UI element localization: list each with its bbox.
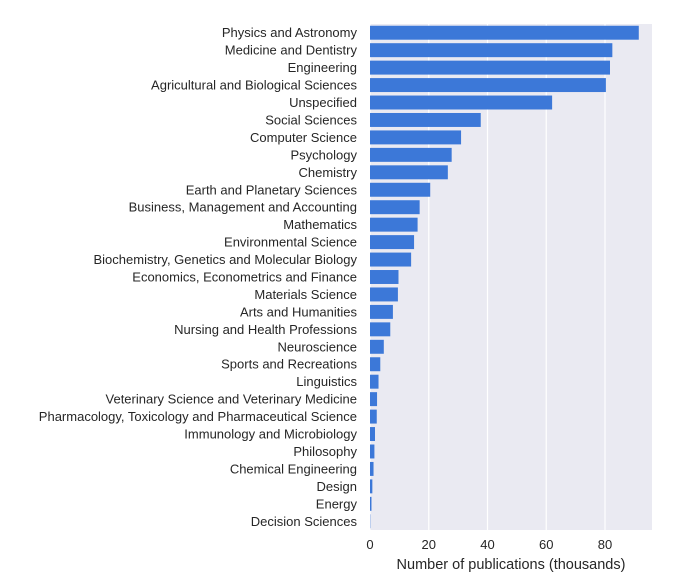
bar bbox=[370, 322, 391, 337]
bar bbox=[370, 60, 610, 75]
x-tick-label: 0 bbox=[366, 537, 373, 552]
bar bbox=[370, 304, 393, 319]
category-label: Medicine and Dentistry bbox=[225, 43, 358, 58]
bar bbox=[370, 339, 384, 354]
bar bbox=[370, 235, 415, 250]
bar bbox=[370, 479, 373, 494]
category-label: Business, Management and Accounting bbox=[129, 200, 357, 215]
category-label: Biochemistry, Genetics and Molecular Bio… bbox=[94, 252, 358, 267]
category-label: Pharmacology, Toxicology and Pharmaceuti… bbox=[39, 409, 357, 424]
category-label: Psychology bbox=[291, 147, 358, 162]
x-tick-labels: 0 20 40 60 80 bbox=[366, 537, 612, 552]
category-label: Materials Science bbox=[254, 287, 357, 302]
bar bbox=[370, 496, 372, 511]
bar bbox=[370, 165, 448, 180]
category-labels: Physics and Astronomy Medicine and Dentis… bbox=[39, 25, 358, 529]
bar bbox=[370, 200, 420, 215]
category-label: Computer Science bbox=[250, 130, 357, 145]
category-label: Philosophy bbox=[293, 444, 357, 459]
x-tick-label: 60 bbox=[539, 537, 553, 552]
category-label: Unspecified bbox=[289, 95, 357, 110]
bar bbox=[370, 392, 378, 407]
category-label: Sports and Recreations bbox=[221, 357, 357, 372]
category-label: Veterinary Science and Veterinary Medici… bbox=[106, 392, 357, 407]
bar bbox=[370, 112, 481, 127]
x-tick-label: 20 bbox=[422, 537, 436, 552]
x-axis-title: Number of publications (thousands) bbox=[397, 557, 626, 573]
bar bbox=[370, 217, 418, 232]
category-label: Economics, Econometrics and Finance bbox=[132, 270, 357, 285]
category-label: Mathematics bbox=[283, 217, 357, 232]
category-label: Linguistics bbox=[296, 374, 357, 389]
bar bbox=[370, 409, 377, 424]
category-label: Chemical Engineering bbox=[230, 461, 357, 476]
bar bbox=[370, 25, 639, 40]
category-label: Physics and Astronomy bbox=[222, 25, 358, 40]
category-label: Chemistry bbox=[298, 165, 357, 180]
bar bbox=[370, 357, 381, 372]
bar bbox=[370, 252, 412, 267]
category-label: Engineering bbox=[288, 60, 357, 75]
bar bbox=[370, 444, 375, 459]
category-label: Decision Sciences bbox=[251, 514, 358, 529]
x-tick-label: 80 bbox=[598, 537, 612, 552]
bar bbox=[370, 270, 399, 284]
bar bbox=[370, 461, 374, 476]
bar bbox=[370, 147, 452, 162]
category-label: Design bbox=[317, 479, 357, 494]
bars bbox=[370, 25, 639, 529]
bar bbox=[370, 427, 375, 442]
category-label: Agricultural and Biological Sciences bbox=[151, 78, 357, 93]
category-label: Environmental Science bbox=[224, 235, 357, 250]
category-label: Energy bbox=[316, 496, 358, 511]
category-label: Neuroscience bbox=[278, 339, 358, 354]
bar bbox=[370, 182, 431, 197]
bar bbox=[370, 130, 462, 145]
category-label: Nursing and Health Professions bbox=[174, 322, 357, 337]
x-tick-label: 40 bbox=[480, 537, 494, 552]
category-label: Immunology and Microbiology bbox=[184, 427, 357, 442]
bar bbox=[370, 374, 379, 389]
category-label: Arts and Humanities bbox=[240, 304, 358, 319]
category-label: Earth and Planetary Sciences bbox=[186, 182, 358, 197]
bar bbox=[370, 95, 553, 110]
bar bbox=[370, 78, 606, 93]
bar bbox=[370, 287, 398, 302]
category-label: Social Sciences bbox=[265, 112, 357, 127]
bar bbox=[370, 43, 613, 58]
